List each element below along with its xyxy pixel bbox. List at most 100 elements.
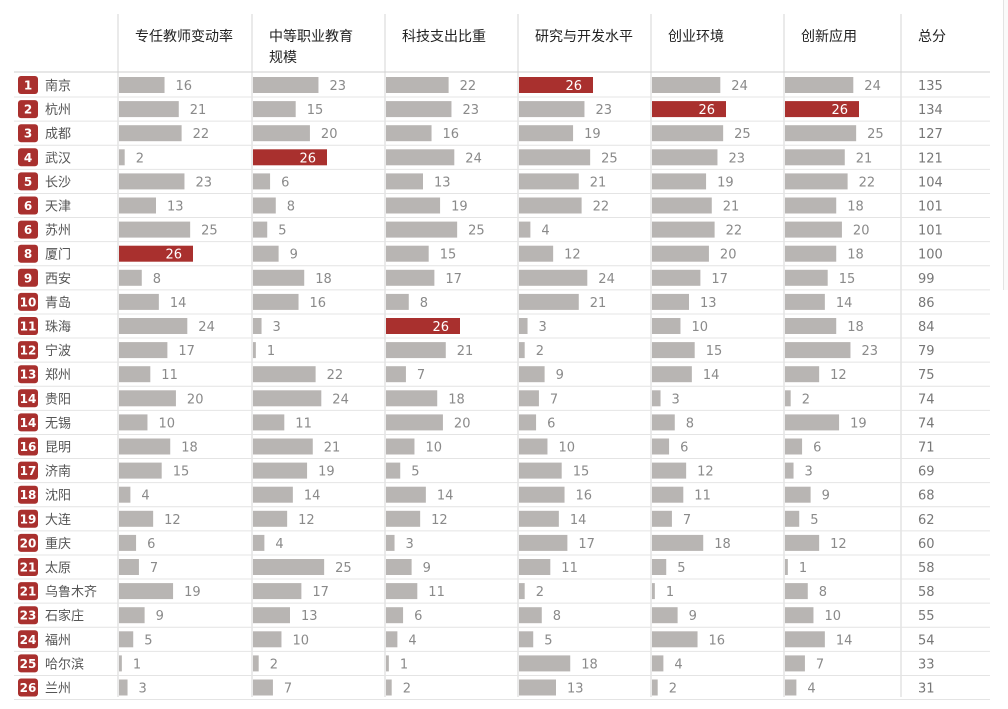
value-label: 25 (867, 127, 884, 142)
bar-col1 (119, 414, 148, 431)
value-label: 21 (856, 151, 873, 166)
bar-col4 (519, 149, 591, 166)
value-label: 8 (686, 416, 694, 431)
bar-col2 (253, 655, 259, 672)
table-row: 12 宁波 17 1 21 2 15 23 79 (18, 341, 935, 360)
city-name: 乌鲁木齐 (45, 584, 97, 600)
bar-col4 (519, 414, 537, 431)
bar-col6 (785, 486, 811, 503)
value-label: 6 (414, 609, 422, 624)
column-header-4: 研究与开发水平 (535, 29, 633, 45)
value-label: 23 (462, 103, 479, 118)
bar-col2 (253, 269, 305, 286)
bar-col2 (253, 197, 276, 214)
rank-badge (18, 100, 38, 119)
value-label: 9 (290, 248, 298, 263)
bar-col2 (253, 125, 310, 142)
city-name: 武汉 (45, 151, 71, 166)
value-label: 12 (564, 248, 581, 263)
bar-col4 (519, 173, 579, 190)
rank-badge (18, 292, 38, 311)
value-label: 12 (431, 513, 448, 528)
value-label: 21 (457, 344, 474, 359)
bar-col2 (253, 149, 327, 166)
value-label: 16 (443, 127, 460, 142)
table-row: 4 武汉 2 26 24 25 23 21 121 (18, 148, 943, 167)
value-label: 24 (864, 79, 881, 94)
table-row: 10 青岛 14 16 8 21 13 14 86 (18, 292, 935, 311)
value-label: 19 (318, 465, 335, 480)
value-label: 25 (734, 127, 751, 142)
bar-col3 (386, 583, 418, 600)
value-label: 19 (584, 127, 601, 142)
value-label: 23 (595, 103, 612, 118)
bar-col3 (386, 655, 389, 672)
bar-col6 (785, 269, 828, 286)
value-label: 4 (275, 537, 283, 552)
value-label: 11 (428, 585, 445, 600)
bar-col5 (652, 125, 724, 142)
rank-badge (18, 76, 38, 94)
value-label: 2 (802, 392, 810, 407)
value-label: 10 (824, 609, 841, 624)
value-label: 3 (139, 682, 147, 697)
rank-badge (18, 630, 38, 649)
table-row: 5 长沙 23 6 13 21 19 22 104 (18, 172, 943, 191)
rank-number: 18 (20, 488, 37, 502)
bar-col3 (386, 534, 395, 551)
value-label: 6 (147, 537, 155, 552)
scrollbar[interactable] (1003, 0, 1008, 290)
value-label: 3 (672, 392, 680, 407)
city-name: 南京 (45, 78, 71, 94)
total-score: 74 (918, 416, 935, 431)
bar-col6 (785, 510, 800, 527)
value-label: 22 (726, 224, 743, 239)
value-label: 3 (539, 320, 547, 335)
value-label: 17 (578, 537, 595, 552)
bar-col3 (386, 149, 455, 166)
value-label: 3 (273, 320, 281, 335)
bar-col1 (119, 534, 137, 551)
value-label: 11 (694, 489, 711, 504)
bar-col1 (119, 679, 128, 696)
column-header-5: 创业环境 (668, 29, 724, 45)
table-row: 26 兰州 3 7 2 13 2 4 31 (18, 678, 935, 697)
rank-number: 14 (20, 392, 37, 406)
value-label: 10 (691, 320, 708, 335)
bar-col6 (785, 559, 788, 575)
bar-col5 (652, 173, 707, 190)
total-score: 75 (918, 368, 935, 383)
value-label: 15 (440, 248, 457, 263)
value-label: 7 (816, 657, 824, 672)
bar-col5 (652, 679, 658, 696)
value-label: 17 (312, 585, 329, 600)
total-score: 58 (918, 585, 935, 600)
city-name: 杭州 (45, 103, 71, 118)
rank-number: 3 (24, 127, 32, 141)
bar-col6 (785, 679, 797, 696)
value-label: 9 (156, 609, 164, 624)
value-label: 22 (327, 368, 344, 383)
bar-col1 (119, 245, 193, 262)
value-label: 11 (161, 368, 178, 383)
bar-col6 (785, 101, 859, 118)
bar-col4 (519, 197, 582, 214)
bar-col6 (785, 414, 840, 431)
rank-badge (18, 606, 38, 625)
bar-col1 (119, 655, 122, 672)
value-label: 22 (593, 200, 610, 215)
bar-col2 (253, 101, 296, 118)
bar-col4 (519, 342, 525, 359)
bar-col6 (785, 342, 851, 359)
bar-col5 (652, 77, 721, 93)
city-name: 济南 (45, 464, 71, 480)
value-label: 22 (859, 175, 876, 190)
value-label: 16 (176, 79, 193, 94)
city-name: 大连 (45, 512, 71, 528)
table-row: 6 苏州 25 5 25 4 22 20 101 (18, 220, 943, 239)
bar-col1 (119, 342, 168, 359)
bar-col2 (253, 583, 302, 600)
rank-number: 2 (24, 103, 32, 117)
value-label: 9 (423, 561, 431, 576)
city-name: 天津 (45, 200, 71, 215)
